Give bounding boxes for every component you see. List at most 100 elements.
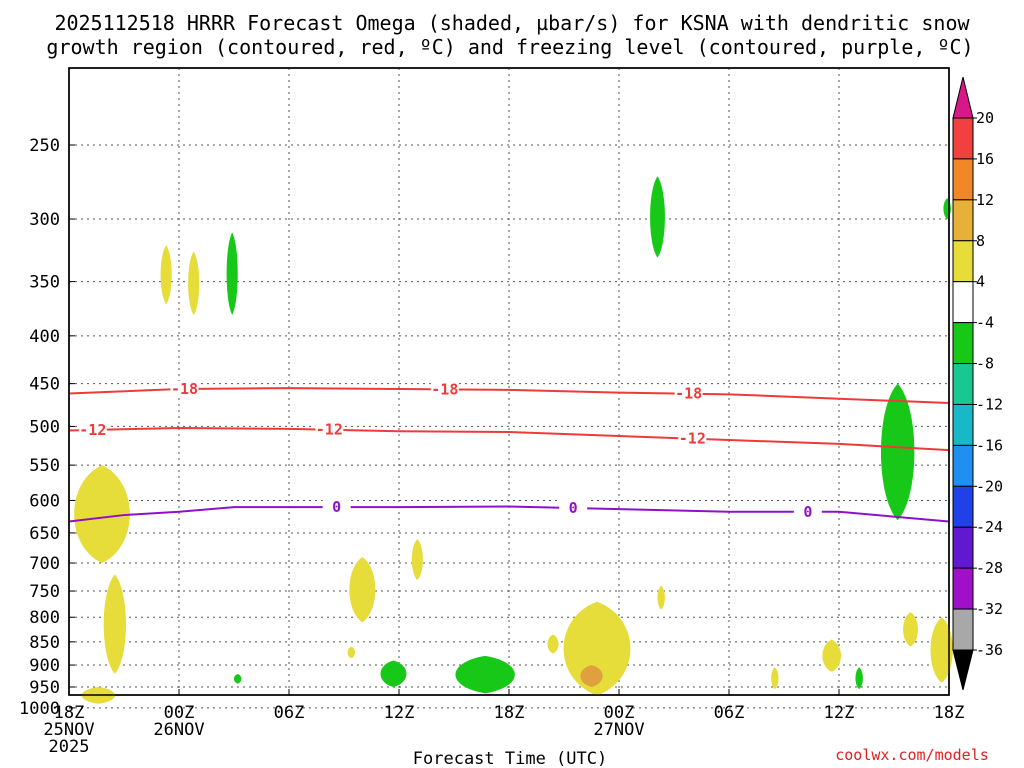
x-tick-label: 06Z	[274, 703, 305, 723]
x-tick-label: 25NOV	[43, 720, 94, 740]
contour-label: -12	[79, 421, 106, 439]
contour-label-bg	[170, 380, 199, 396]
contour-label-bg	[674, 385, 703, 401]
contour-label: -18	[431, 380, 458, 398]
contour-label-bg	[78, 421, 107, 437]
colorbar-label: -28	[976, 559, 1003, 577]
colorbar-swatch	[952, 526, 974, 569]
chart-title-line-2: growth region (contoured, red, ºC) and f…	[46, 35, 973, 59]
omega-ascent-region-13	[563, 601, 631, 696]
plot-area: 250 300 350 400 450 500 550 600 650 700 750 800 850 9…	[19, 67, 965, 757]
y-tick-label: 600	[29, 491, 60, 511]
x-tick-label: 00Z	[604, 703, 635, 723]
x-tick-label: 2025	[49, 737, 90, 757]
omega-ascent-region-0	[160, 245, 172, 305]
omega-ascent-region-14	[580, 665, 603, 688]
colorbar-swatch	[952, 363, 974, 405]
omega-ascent-region-19	[930, 617, 953, 683]
y-tick-label: 500	[29, 417, 60, 437]
colorbar: 20 16 12 8 4 -4 -8 -12 -16 -20 -24 -28 -32 -36	[952, 76, 1003, 691]
x-tick-label: 27NOV	[593, 720, 644, 740]
y-tick-label: 800	[29, 608, 60, 628]
colorbar-label: -32	[976, 600, 1003, 618]
colorbar-swatch	[952, 567, 974, 610]
x-tick-label: 00Z	[164, 703, 195, 723]
omega-ascent-region-7	[103, 574, 126, 674]
x-axis-label: Forecast Time (UTC)	[413, 749, 607, 768]
contour-label: 0	[803, 503, 812, 521]
colorbar-label: -4	[976, 314, 994, 332]
contour-label-bg	[315, 421, 344, 437]
omega-ascent-region-10	[411, 539, 423, 581]
omega-ascent-region-16	[771, 667, 779, 690]
omega-ascent-region-15	[657, 585, 665, 610]
x-tick-label: 18Z	[494, 703, 525, 723]
omega-ascent-region-12	[547, 634, 559, 654]
omega-descent-region-3	[650, 176, 665, 258]
contour-line--12	[68, 427, 950, 452]
chart-title-line-1: 2025112518 HRRR Forecast Omega (shaded, …	[54, 11, 970, 35]
contour-label-bg	[793, 503, 822, 519]
contour-label: -12	[316, 421, 343, 439]
colorbar-label: 20	[976, 109, 994, 127]
y-tick-label: 850	[29, 633, 60, 653]
credit-label: coolwx.com/models	[835, 746, 989, 764]
x-tick-label: 12Z	[824, 703, 855, 723]
colorbar-swatch	[952, 485, 974, 528]
colorbar-swatch	[952, 322, 974, 365]
x-tick-label: 06Z	[714, 703, 745, 723]
colorbar-label: -12	[976, 395, 1003, 413]
omega-ascent-region-11	[347, 646, 356, 659]
omega-descent-region-5	[880, 383, 915, 521]
contour-label-bg	[678, 430, 707, 446]
y-tick-label: 900	[29, 656, 60, 676]
colorbar-swatch	[952, 403, 974, 446]
y-tick-label: 550	[29, 456, 60, 476]
colorbar-top-arrow	[952, 76, 974, 119]
y-tick-label: 400	[29, 327, 60, 347]
colorbar-bottom-arrow	[952, 649, 974, 691]
colorbar-swatch	[952, 444, 974, 487]
x-tick-label: 26NOV	[153, 720, 204, 740]
omega-ascent-region-9	[349, 557, 376, 623]
colorbar-swatch	[952, 117, 974, 160]
x-tick-label: 18Z	[934, 703, 965, 723]
colorbar-swatch	[952, 240, 974, 283]
contour-label: -18	[171, 380, 198, 398]
omega-descent-region-22	[233, 673, 242, 684]
omega-ascent-region-18	[903, 612, 918, 647]
contour-label: -12	[679, 430, 706, 448]
colorbar-swatch	[952, 158, 974, 201]
contour-label-bg	[430, 381, 459, 397]
omega-descent-region-21	[455, 655, 515, 694]
colorbar-swatch	[952, 199, 974, 242]
contour-label: 0	[332, 498, 341, 516]
colorbar-label: -20	[976, 477, 1003, 495]
y-tick-label: 700	[29, 554, 60, 574]
omega-ascent-region-1	[188, 251, 200, 315]
y-tick-label: 250	[29, 136, 60, 156]
colorbar-label: 16	[976, 150, 994, 168]
colorbar-label: 4	[976, 273, 985, 291]
omega-descent-region-2	[226, 232, 238, 315]
colorbar-label: -8	[976, 355, 994, 373]
y-tick-label: 650	[29, 524, 60, 544]
omega-descent-region-20	[380, 660, 407, 688]
contour-label-bg	[322, 499, 351, 515]
y-tick-label: 350	[29, 273, 60, 293]
y-tick-label: 750	[29, 582, 60, 602]
colorbar-label: -16	[976, 436, 1003, 454]
colorbar-label: 8	[976, 232, 985, 250]
omega-ascent-region-17	[822, 639, 841, 672]
y-tick-label: 450	[29, 375, 60, 395]
colorbar-swatch	[952, 281, 974, 324]
omega-ascent-region-6	[74, 465, 130, 564]
x-tick-label: 18Z	[54, 703, 85, 723]
contour-line--18	[68, 387, 950, 405]
x-tick-label: 12Z	[384, 703, 415, 723]
colorbar-swatch	[952, 608, 974, 651]
colorbar-label: -24	[976, 518, 1003, 536]
colorbar-label: 12	[976, 191, 994, 209]
omega-descent-region-23	[855, 667, 863, 690]
